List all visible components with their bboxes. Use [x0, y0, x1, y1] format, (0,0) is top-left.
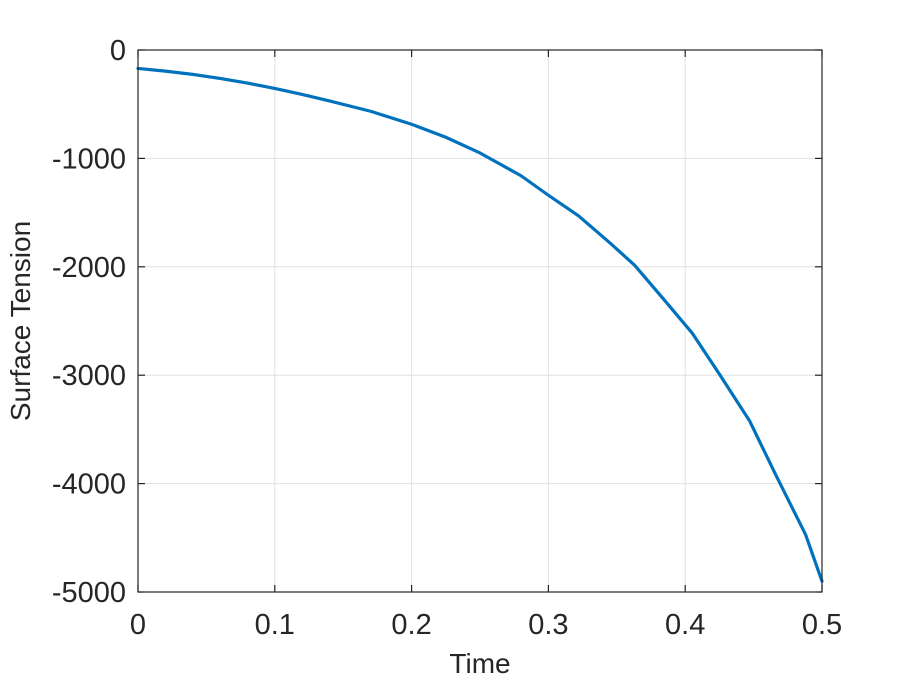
x-tick-label: 0.1: [255, 609, 295, 641]
grid-lines: [137, 49, 823, 593]
x-tick-label: 0.5: [802, 609, 842, 641]
y-tick-label: -5000: [52, 577, 126, 609]
x-tick-label: 0: [130, 609, 146, 641]
y-tick-label: 0: [110, 35, 126, 67]
y-tick-label: -4000: [52, 469, 126, 501]
y-axis-label: Surface Tension: [5, 221, 36, 421]
y-tick-labels: 0 -1000 -2000 -3000 -4000 -5000: [52, 35, 126, 609]
x-tick-label: 0.3: [528, 609, 568, 641]
tick-marks: [137, 49, 823, 593]
axes-frame: [137, 49, 823, 593]
x-axis-label: Time: [449, 648, 510, 679]
y-tick-label: -3000: [52, 360, 126, 392]
y-tick-label: -2000: [52, 252, 126, 284]
y-tick-label: -1000: [52, 143, 126, 175]
x-tick-labels: 0 0.1 0.2 0.3 0.4 0.5: [130, 609, 842, 641]
x-tick-label: 0.4: [665, 609, 705, 641]
series-line-0: [136, 66, 824, 583]
series-layer: [136, 66, 824, 583]
x-tick-label: 0.2: [391, 609, 431, 641]
